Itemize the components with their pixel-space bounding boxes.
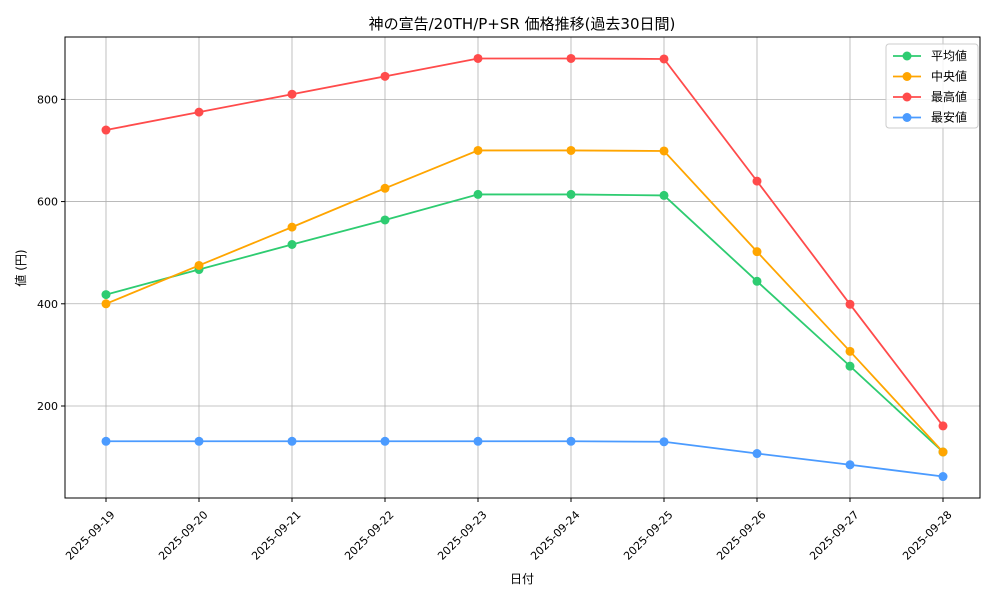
y-tick-label: 200 (37, 400, 58, 413)
data-point (938, 447, 948, 457)
data-point (845, 460, 855, 470)
y-tick-label: 400 (37, 298, 58, 311)
series-平均値 (101, 189, 948, 457)
legend-marker (902, 51, 912, 61)
data-point (752, 449, 762, 459)
data-point (938, 472, 948, 482)
data-point (659, 437, 669, 447)
series-line (105, 57, 944, 427)
data-point (287, 222, 297, 232)
data-point (566, 189, 576, 199)
data-point (566, 145, 576, 155)
data-point (101, 125, 111, 135)
plot-frame (64, 36, 981, 499)
x-tick-label: 2025-09-22 (342, 508, 396, 562)
data-point (101, 436, 111, 446)
data-point (938, 421, 948, 431)
data-point (101, 290, 111, 300)
data-point (473, 53, 483, 63)
series-line (105, 149, 944, 453)
data-point (287, 240, 297, 250)
series-line (105, 193, 944, 453)
data-point (287, 89, 297, 99)
data-point (845, 299, 855, 309)
data-point (473, 436, 483, 446)
legend-label: 平均値 (931, 48, 967, 63)
data-point (752, 276, 762, 286)
legend-label: 最安値 (931, 110, 967, 125)
legend-marker (902, 92, 912, 102)
series-中央値 (101, 145, 948, 457)
series-最安値 (101, 436, 948, 482)
x-tick-label: 2025-09-28 (900, 508, 954, 562)
y-axis-label: 値 (円) (13, 249, 28, 286)
y-tick-label: 600 (37, 196, 58, 209)
legend-label: 中央値 (931, 69, 967, 84)
x-tick-label: 2025-09-24 (528, 508, 582, 562)
legend-marker (902, 72, 912, 81)
x-tick-label: 2025-09-25 (621, 508, 675, 562)
data-point (194, 107, 204, 117)
series-line (106, 440, 944, 478)
x-tick-label: 2025-09-19 (63, 508, 117, 562)
y-tick-label: 800 (37, 93, 58, 106)
data-point (194, 436, 204, 446)
legend-box (885, 43, 979, 129)
data-point (659, 146, 669, 156)
x-axis-label: 日付 (510, 572, 534, 586)
data-point (380, 436, 390, 446)
series-最高値 (101, 53, 948, 431)
legend-marker (902, 113, 912, 122)
x-tick-label: 2025-09-26 (714, 508, 768, 562)
x-tick-label: 2025-09-20 (156, 508, 210, 562)
data-point (659, 54, 669, 64)
data-point (659, 190, 669, 200)
data-point (473, 189, 483, 199)
data-point (287, 436, 297, 446)
data-point (752, 247, 762, 257)
data-point (194, 260, 204, 270)
chart-title: 神の宣告/20TH/P+SR 価格推移(過去30日間) (369, 15, 676, 33)
data-point (473, 145, 483, 155)
data-point (752, 176, 762, 186)
data-point (380, 215, 390, 225)
x-tick-label: 2025-09-21 (249, 508, 303, 562)
data-point (566, 436, 576, 446)
data-point (101, 299, 111, 309)
x-tick-label: 2025-09-27 (807, 508, 861, 562)
data-point (380, 71, 390, 81)
data-point (845, 361, 855, 371)
data-point (845, 346, 855, 356)
x-tick-label: 2025-09-23 (435, 508, 489, 562)
data-point (566, 53, 576, 63)
data-point (380, 183, 390, 193)
legend-label: 最高値 (931, 89, 967, 104)
